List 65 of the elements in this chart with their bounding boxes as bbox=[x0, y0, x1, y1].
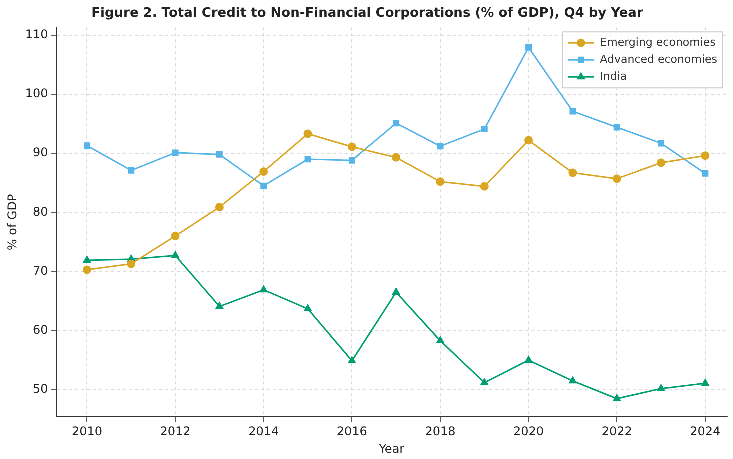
point bbox=[702, 379, 710, 386]
point bbox=[657, 158, 666, 168]
point bbox=[348, 142, 356, 152]
point bbox=[570, 108, 576, 115]
point bbox=[171, 232, 180, 241]
point bbox=[304, 156, 312, 163]
point bbox=[260, 286, 268, 293]
y-tick-label: 80 bbox=[33, 204, 48, 219]
point bbox=[172, 150, 179, 156]
point bbox=[480, 182, 489, 191]
x-tick-label: 2018 bbox=[425, 424, 456, 439]
point bbox=[392, 288, 400, 295]
point bbox=[658, 140, 664, 147]
point bbox=[436, 336, 444, 344]
point bbox=[392, 153, 401, 162]
y-tick-label: 70 bbox=[33, 264, 48, 278]
point bbox=[612, 174, 622, 184]
x-tick-label: 2020 bbox=[514, 424, 544, 439]
y-tick-label: 60 bbox=[33, 323, 48, 338]
point bbox=[481, 126, 488, 133]
point bbox=[128, 167, 135, 174]
point bbox=[84, 142, 90, 150]
point bbox=[614, 124, 620, 131]
x-tick-label: 2014 bbox=[248, 424, 280, 439]
point bbox=[82, 266, 92, 274]
point bbox=[348, 356, 356, 364]
point bbox=[216, 302, 224, 310]
x-tick-label: 2016 bbox=[336, 424, 368, 439]
point bbox=[260, 168, 268, 176]
legend-label: India bbox=[600, 70, 628, 83]
y-tick-label: 90 bbox=[33, 146, 48, 160]
y-tick-label: 110 bbox=[25, 27, 48, 42]
legend-label: Emerging economies bbox=[600, 36, 716, 49]
point bbox=[480, 378, 488, 386]
point bbox=[568, 168, 578, 178]
point bbox=[348, 157, 356, 164]
point bbox=[215, 203, 224, 212]
chart-title: Figure 2. Total Credit to Non-Financial Corporations (% of GDP), Q4 by Year bbox=[92, 6, 644, 22]
point bbox=[701, 152, 710, 160]
y-tick-label: 50 bbox=[33, 382, 48, 396]
y-tick-label: 100 bbox=[25, 86, 48, 101]
point bbox=[304, 130, 312, 138]
x-tick-label: 2022 bbox=[602, 424, 632, 439]
point bbox=[437, 143, 444, 150]
y-axis-title: % of GDP bbox=[5, 194, 20, 251]
x-tick-label: 2010 bbox=[72, 424, 102, 439]
point bbox=[393, 120, 400, 127]
point bbox=[613, 394, 621, 402]
x-axis-title: Year bbox=[378, 442, 405, 456]
point bbox=[127, 260, 136, 268]
point bbox=[436, 178, 445, 186]
point bbox=[526, 44, 532, 51]
x-tick-label: 2024 bbox=[690, 424, 721, 439]
legend-label: Advanced economies bbox=[600, 52, 718, 66]
point bbox=[525, 356, 533, 363]
x-tick-label: 2012 bbox=[160, 424, 191, 439]
point bbox=[216, 151, 223, 158]
point bbox=[657, 384, 666, 392]
point bbox=[304, 304, 312, 312]
point bbox=[83, 256, 91, 264]
point bbox=[569, 376, 577, 384]
point bbox=[524, 136, 534, 145]
point bbox=[702, 170, 709, 177]
point bbox=[172, 252, 180, 258]
point bbox=[260, 182, 268, 190]
